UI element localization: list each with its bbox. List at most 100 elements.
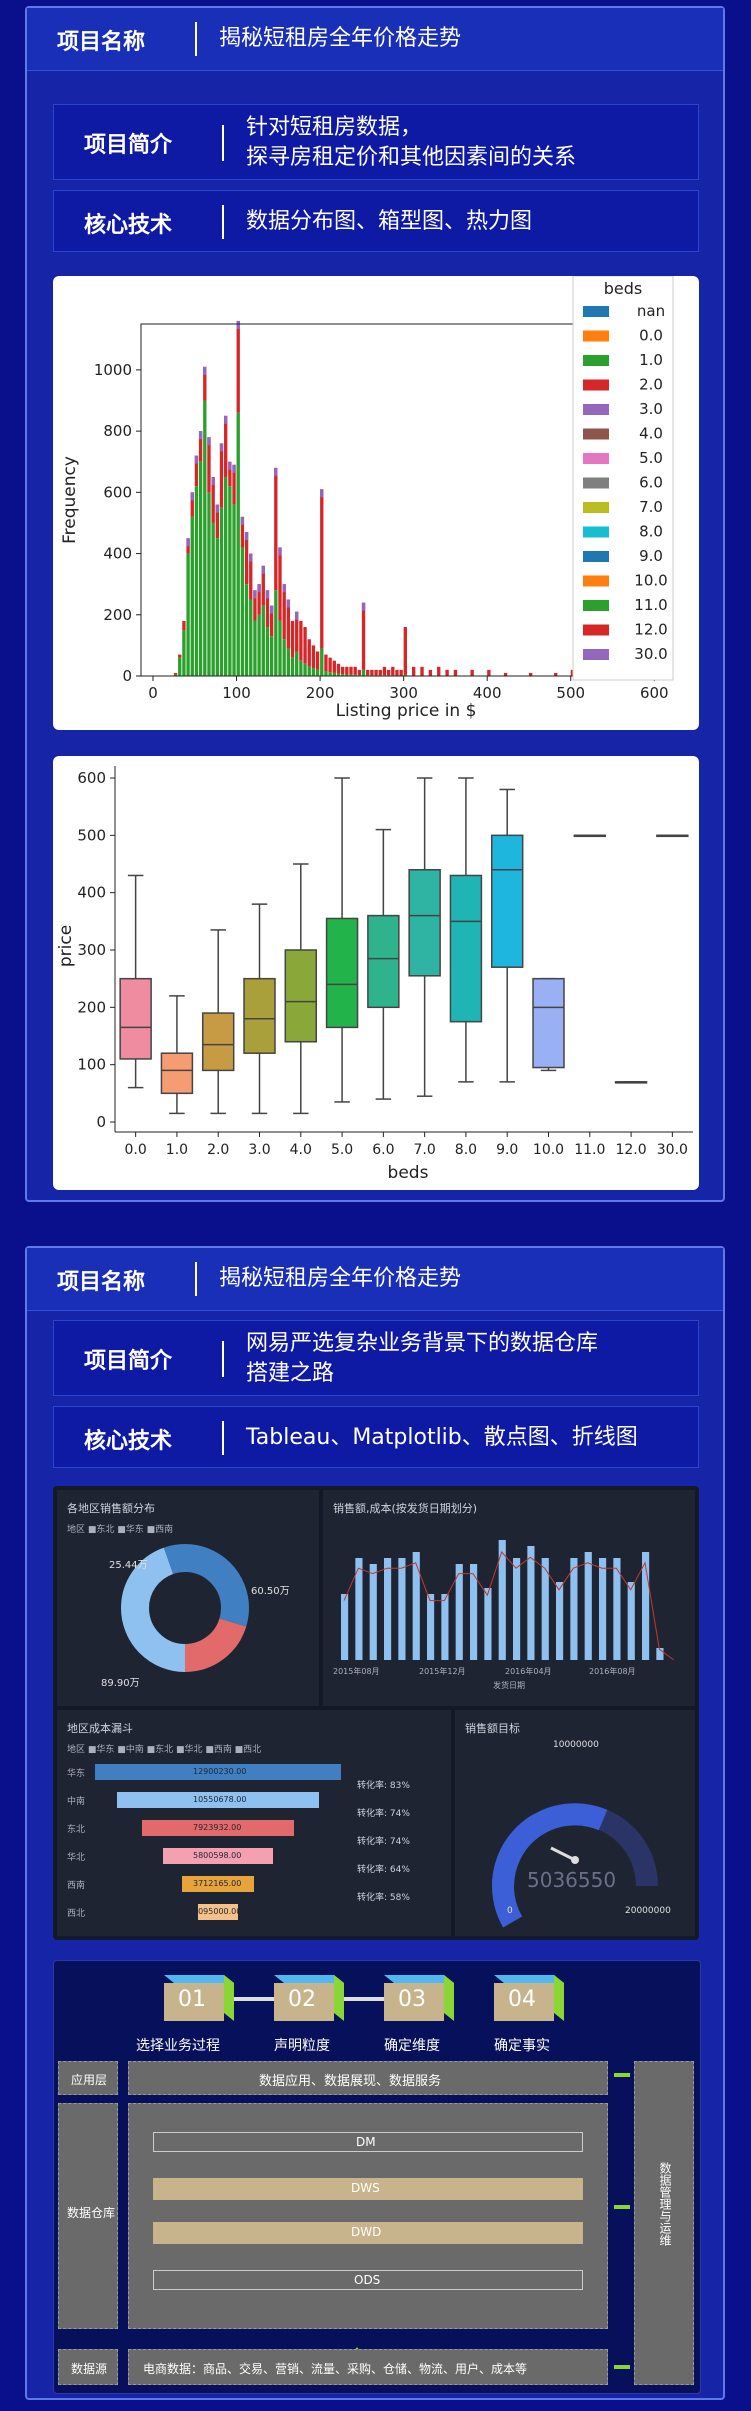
card1-tech-value: 数据分布图、箱型图、热力图 — [246, 209, 533, 234]
histogram-bar-1bed — [240, 547, 245, 676]
boxplot-ytick: 300 — [77, 941, 106, 959]
histogram-bar-1bed — [303, 663, 307, 676]
histogram-bar-other — [207, 437, 211, 493]
histogram-bar-1bed — [228, 486, 232, 676]
histogram-bar-other — [370, 669, 374, 676]
histogram-bar-other — [182, 620, 186, 631]
step-4-label: 确定事实 — [494, 2038, 550, 2054]
histogram-bar-other — [437, 666, 441, 676]
histogram-bar-other — [219, 443, 224, 508]
boxplot-box — [119, 977, 152, 1060]
card1-header: 项目名称 揭秘短租房全年价格走势 — [27, 8, 723, 71]
dw-layer-side: 数据仓库 — [58, 2103, 118, 2329]
histogram-xtick: 100 — [222, 684, 251, 702]
histogram-bar-other — [366, 669, 370, 676]
ods-label: ODS — [354, 2273, 381, 2287]
source-layer-box: 电商数据：商品、交易、营销、流量、采购、仓储、物流、用户、成本等 — [128, 2349, 608, 2385]
donut-legend: 地区 ■东北 ■华东 ■西南 — [67, 1525, 174, 1535]
funnel-rate: 转化率: 58% — [357, 1893, 410, 1903]
histogram-bar-other — [570, 669, 575, 676]
funnel-bar — [198, 1904, 238, 1920]
histogram-bar-cap — [265, 590, 270, 599]
histogram-bar-other — [311, 645, 316, 669]
histogram-bar-other — [253, 590, 257, 621]
dwd-label: DWD — [351, 2225, 382, 2239]
dw-layer-box: DM DWS DWD ODS — [128, 2103, 608, 2329]
funnel-bar — [182, 1876, 254, 1892]
sales-bar — [527, 1546, 535, 1660]
donut-label-2: 60.50万 — [251, 1586, 290, 1597]
histogram-legend-swatch — [583, 355, 609, 366]
sales-bars-widget: 销售额,成本(按发货日期划分) 2015年08月 2015年12月 2016年0… — [323, 1490, 695, 1706]
step-1-label: 选择业务过程 — [136, 2038, 220, 2054]
histogram-bar-1bed — [403, 674, 407, 676]
histogram-bar-other — [528, 672, 533, 676]
card2-header-divider — [195, 1262, 197, 1296]
boxplot-xtick: 4.0 — [290, 1142, 312, 1158]
histogram-bar-1bed — [345, 674, 349, 676]
boxplot-box — [408, 868, 441, 977]
gauge-chart — [492, 1803, 658, 1928]
histogram-bar-cap — [253, 590, 257, 599]
management-side-label: 数据管理与运维 — [658, 2162, 672, 2246]
histogram-bar-other — [249, 553, 253, 600]
boxplot-ytick: 600 — [77, 769, 106, 787]
histogram-bar-1bed — [340, 674, 345, 676]
histogram-bar-other — [336, 663, 341, 674]
histogram-legend-swatch — [583, 330, 609, 342]
sales-bar — [412, 1552, 420, 1660]
boxplot-panel: 0 100 200 300 400 500 600 0.0 1.0 2.0 3.0 4.0 5.0 6.… — [53, 756, 699, 1190]
project-card-1: 项目名称 揭秘短租房全年价格走势 项目简介 针对短租房数据， 探寻房租定价和其他… — [25, 6, 725, 1202]
histogram-bar-1bed — [198, 461, 203, 676]
gauge-min: 0 — [507, 1906, 513, 1916]
gauge-value: 5036550 — [527, 1868, 617, 1892]
step-3-number: 03 — [398, 1987, 426, 2012]
funnel-bar — [117, 1792, 319, 1808]
histogram-bar-1bed — [261, 605, 265, 676]
histogram-bar-1bed — [290, 657, 295, 676]
histogram-bar-1bed — [278, 620, 282, 676]
histogram-bar-cap — [244, 532, 249, 541]
histogram-bar-other — [194, 455, 199, 487]
funnel-legend: 地区 ■华东 ■中南 ■东北 ■华北 ■西南 ■西北 — [67, 1745, 262, 1755]
boxplot-xtick: 6.0 — [372, 1142, 394, 1158]
boxplot-xtick: 5.0 — [331, 1142, 353, 1158]
histogram-bar-other — [412, 666, 416, 676]
sales-target-widget: 销售额目标 10000000 5036550 0 20000000 — [455, 1710, 695, 1936]
funnel-rate: 转化率: 74% — [357, 1837, 410, 1847]
histogram-bar-other — [173, 672, 178, 675]
histogram-bar-cap — [203, 366, 207, 375]
histogram-bar-cap — [186, 538, 190, 547]
histogram-legend-swatch — [583, 600, 609, 611]
boxplot-box — [449, 874, 483, 1023]
dw-layer-side-label: 数据仓库 — [67, 2206, 116, 2220]
cost-funnel-widget: 地区成本漏斗 地区 ■华东 ■中南 ■东北 ■华北 ■西南 ■西北 华东 1290… — [57, 1710, 451, 1936]
dws-label: DWS — [351, 2181, 380, 2195]
boxplot-xtick: 30.0 — [657, 1142, 688, 1158]
warehouse-diagram: 01 02 03 04 选择业务过程 声明粒度 确定维度 确定事实 应用层 数据… — [53, 1960, 701, 2394]
boxplot-box — [532, 977, 565, 1069]
boxplot-xtick: 0.0 — [125, 1142, 147, 1158]
histogram-legend-label: 30.0 — [634, 645, 667, 663]
histogram-ytick: 0 — [122, 667, 132, 685]
histogram-bar-1bed — [274, 590, 278, 676]
histogram-bar-1bed — [353, 674, 357, 676]
sales-bar — [484, 1588, 492, 1660]
dashboard-panel: 各地区销售额分布 地区 ■东北 ■华东 ■西南 25.44万 60.50万 89… — [53, 1486, 699, 1940]
histogram-bar-other — [224, 415, 228, 478]
histogram-bar-cap — [211, 477, 215, 486]
sales-bar — [369, 1564, 377, 1660]
sales-bars-x-1: 2015年08月 — [333, 1667, 380, 1676]
histogram-legend-swatch — [583, 428, 609, 440]
histogram-bar-cap — [278, 547, 282, 556]
histogram-legend-label: 8.0 — [639, 523, 663, 541]
step-2-number: 02 — [288, 1987, 316, 2012]
histogram-bar-1bed — [186, 553, 190, 676]
histogram-bar-1bed — [257, 614, 261, 676]
histogram-bar-1bed — [265, 627, 270, 676]
sales-bars-chart — [341, 1540, 674, 1661]
boxplot-box — [243, 977, 276, 1054]
histogram-bar-cap — [269, 605, 274, 614]
histogram-bar-other — [299, 620, 303, 661]
histogram-bar-1bed — [324, 671, 328, 676]
